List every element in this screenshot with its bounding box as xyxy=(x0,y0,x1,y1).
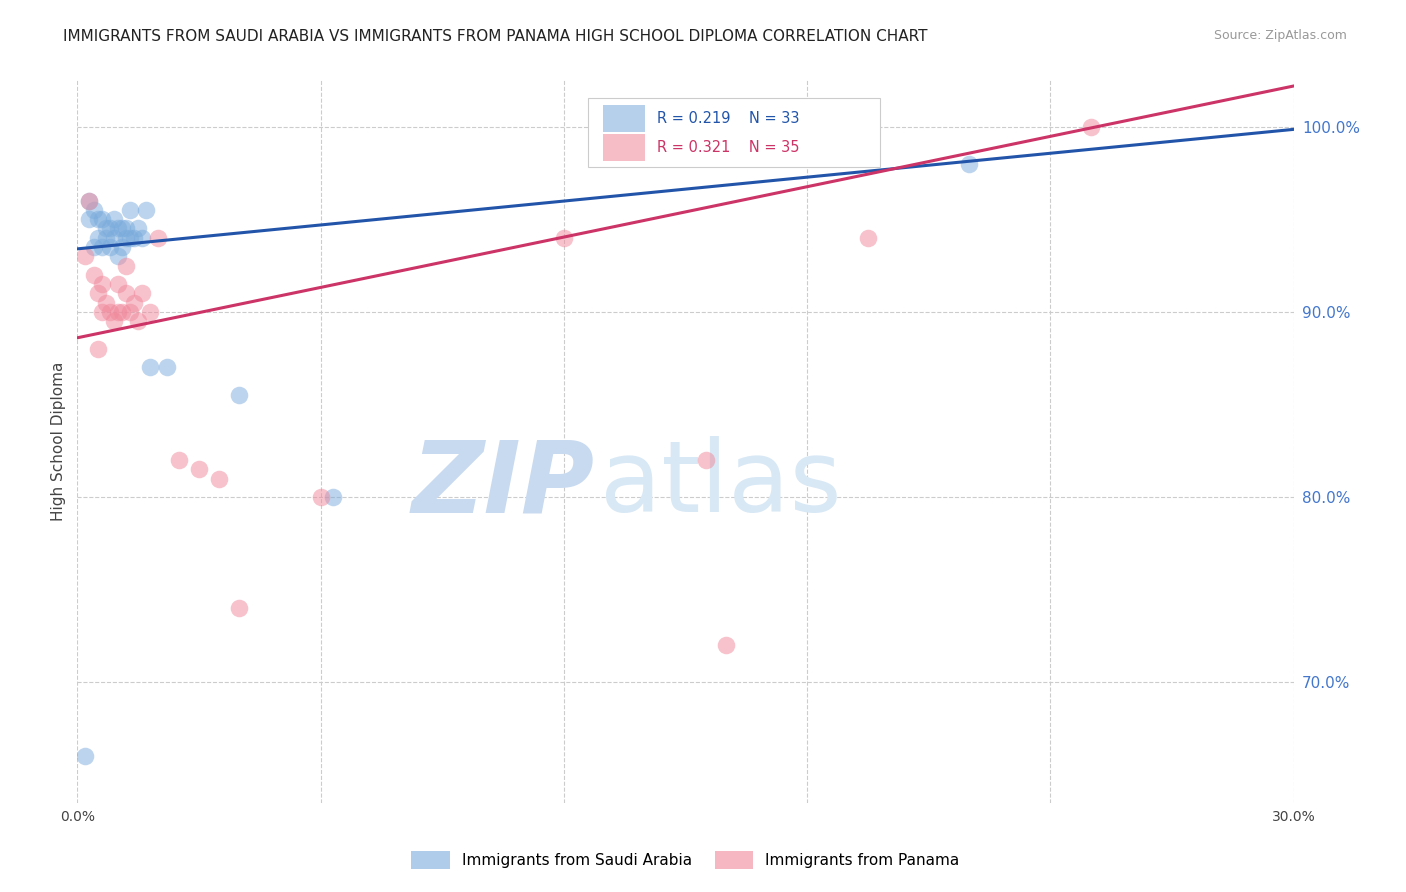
Text: R = 0.219    N = 33: R = 0.219 N = 33 xyxy=(658,112,800,126)
Point xyxy=(90,277,112,291)
Point xyxy=(107,305,129,319)
Point xyxy=(127,221,149,235)
Point xyxy=(122,231,145,245)
Bar xyxy=(603,105,645,132)
Point xyxy=(111,221,134,235)
Point xyxy=(228,601,250,615)
Point xyxy=(90,212,112,227)
Point xyxy=(856,231,879,245)
Text: R = 0.321    N = 35: R = 0.321 N = 35 xyxy=(658,140,800,155)
Point xyxy=(98,305,121,319)
Point xyxy=(139,360,162,375)
Point xyxy=(148,231,170,245)
Point xyxy=(131,286,153,301)
Point xyxy=(155,360,177,375)
Point xyxy=(167,453,190,467)
Point xyxy=(957,156,980,170)
Point xyxy=(83,268,105,282)
Point xyxy=(111,305,134,319)
Bar xyxy=(603,134,645,161)
Point xyxy=(118,305,141,319)
Text: atlas: atlas xyxy=(600,436,842,533)
Point xyxy=(79,194,101,208)
FancyBboxPatch shape xyxy=(588,98,880,167)
Point xyxy=(98,221,121,235)
Point xyxy=(208,472,231,486)
Point xyxy=(79,194,101,208)
Point xyxy=(122,295,145,310)
Point xyxy=(94,231,117,245)
Point xyxy=(111,240,134,254)
Point xyxy=(115,221,138,235)
Point xyxy=(94,221,117,235)
Y-axis label: High School Diploma: High School Diploma xyxy=(51,362,66,521)
Point xyxy=(115,231,138,245)
Legend: Immigrants from Saudi Arabia, Immigrants from Panama: Immigrants from Saudi Arabia, Immigrants… xyxy=(405,845,966,875)
Point xyxy=(714,638,737,652)
Point xyxy=(139,305,162,319)
Point xyxy=(86,231,108,245)
Point xyxy=(86,286,108,301)
Point xyxy=(118,202,141,217)
Point xyxy=(103,212,125,227)
Point xyxy=(695,453,717,467)
Point xyxy=(107,221,129,235)
Point xyxy=(118,231,141,245)
Point xyxy=(83,202,105,217)
Point xyxy=(115,286,138,301)
Point xyxy=(107,249,129,263)
Point xyxy=(79,212,101,227)
Point xyxy=(90,305,112,319)
Point xyxy=(86,212,108,227)
Point xyxy=(228,388,250,402)
Point xyxy=(188,462,211,476)
Point xyxy=(127,314,149,328)
Point xyxy=(135,202,157,217)
Point xyxy=(309,490,332,504)
Text: IMMIGRANTS FROM SAUDI ARABIA VS IMMIGRANTS FROM PANAMA HIGH SCHOOL DIPLOMA CORRE: IMMIGRANTS FROM SAUDI ARABIA VS IMMIGRAN… xyxy=(63,29,928,44)
Text: ZIP: ZIP xyxy=(411,436,595,533)
Point xyxy=(83,240,105,254)
Point xyxy=(115,259,138,273)
Point xyxy=(322,490,344,504)
Point xyxy=(94,295,117,310)
Point xyxy=(103,314,125,328)
Point xyxy=(103,231,125,245)
Point xyxy=(86,342,108,356)
Point xyxy=(131,231,153,245)
Text: Source: ZipAtlas.com: Source: ZipAtlas.com xyxy=(1213,29,1347,42)
Point xyxy=(90,240,112,254)
Point xyxy=(75,749,97,764)
Point xyxy=(553,231,575,245)
Point xyxy=(75,249,97,263)
Point xyxy=(107,277,129,291)
Point xyxy=(98,240,121,254)
Point xyxy=(1080,120,1102,134)
